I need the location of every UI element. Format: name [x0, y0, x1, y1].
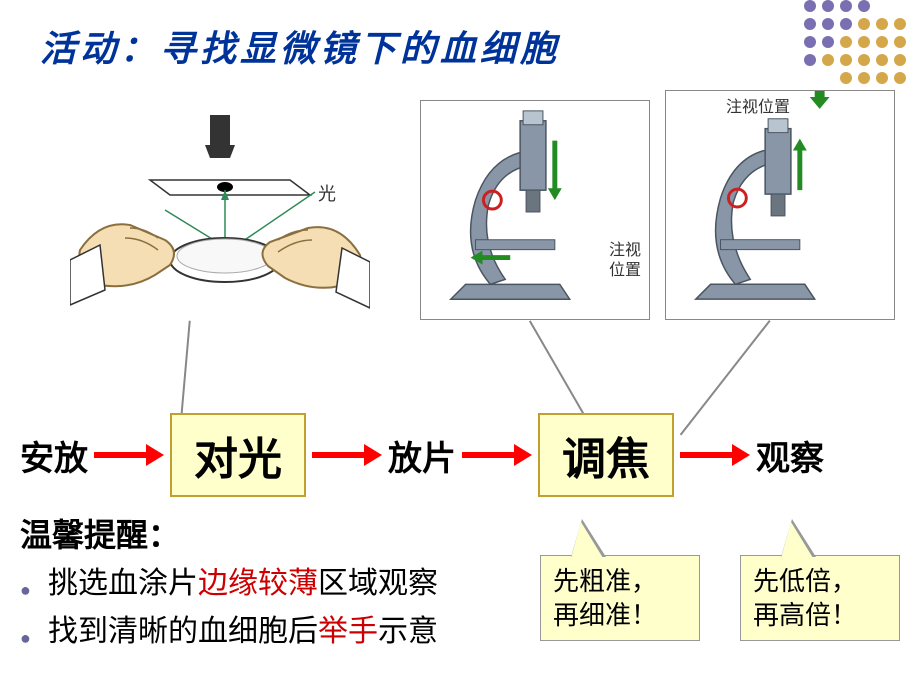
decor-dot — [804, 0, 816, 12]
light-label: 光 — [318, 184, 336, 204]
decor-dot — [840, 18, 852, 30]
decor-dot — [840, 72, 852, 84]
tip-item-1: 挑选血涂片边缘较薄区域观察 — [20, 560, 438, 608]
page-title: 活动：寻找显微镜下的血细胞 — [40, 20, 560, 72]
flow-row: 安放 对光 放片 调焦 观察 — [20, 410, 900, 500]
arrow-icon — [680, 450, 750, 460]
decor-dot — [858, 0, 870, 12]
step-4-box: 调焦 — [538, 413, 674, 497]
arrow-icon — [312, 450, 382, 460]
callout2-line1: 先低倍， — [753, 564, 887, 598]
step-5: 观察 — [756, 431, 824, 480]
callout1-line2: 再细准！ — [553, 598, 687, 632]
tip2-hl: 举手 — [318, 615, 378, 648]
decor-dot — [876, 54, 888, 66]
figure-microscope-observe: 注视位置 — [665, 90, 895, 320]
callout-focus: 先粗准， 再细准！ — [540, 555, 700, 641]
callout-magnify: 先低倍， 再高倍！ — [740, 555, 900, 641]
tip1-pre: 挑选血涂片 — [48, 567, 198, 600]
tips-list: 挑选血涂片边缘较薄区域观察 找到清晰的血细胞后举手示意 — [20, 560, 438, 656]
decor-dot — [858, 54, 870, 66]
decor-dot — [894, 54, 906, 66]
decor-dot — [840, 54, 852, 66]
decor-dot — [876, 36, 888, 48]
decor-dot — [876, 72, 888, 84]
tip2-post: 示意 — [378, 615, 438, 648]
decor-dot — [804, 36, 816, 48]
corner-dots — [804, 0, 910, 88]
decor-dot — [858, 36, 870, 48]
step-1: 安放 — [20, 431, 88, 480]
decor-dot — [858, 72, 870, 84]
decor-dot — [822, 36, 834, 48]
callout1-line1: 先粗准， — [553, 564, 687, 598]
decor-dot — [894, 72, 906, 84]
decor-dot — [804, 54, 816, 66]
decor-dot — [876, 18, 888, 30]
step-2-box: 对光 — [170, 413, 306, 497]
decor-dot — [822, 18, 834, 30]
figure-light-adjust: 光 — [70, 110, 370, 320]
arrow-icon — [462, 450, 532, 460]
img3-top-label: 注视位置 — [726, 93, 790, 117]
img2-label2: 位置 — [609, 256, 641, 280]
tip2-pre: 找到清晰的血细胞后 — [48, 615, 318, 648]
decor-dot — [804, 18, 816, 30]
decor-dot — [894, 36, 906, 48]
tips-heading: 温馨提醒： — [20, 510, 180, 556]
decor-dot — [822, 54, 834, 66]
arrow-icon — [94, 450, 164, 460]
decor-dot — [822, 0, 834, 12]
tip-item-2: 找到清晰的血细胞后举手示意 — [20, 608, 438, 656]
tip1-post: 区域观察 — [318, 567, 438, 600]
callout2-line2: 再高倍！ — [753, 598, 887, 632]
decor-dot — [858, 18, 870, 30]
decor-dot — [894, 18, 906, 30]
tip1-hl: 边缘较薄 — [198, 567, 318, 600]
connector-1 — [181, 321, 191, 421]
decor-dot — [840, 36, 852, 48]
figure-microscope-focus: 注视 位置 — [420, 100, 650, 320]
step-3: 放片 — [388, 431, 456, 480]
decor-dot — [840, 0, 852, 12]
